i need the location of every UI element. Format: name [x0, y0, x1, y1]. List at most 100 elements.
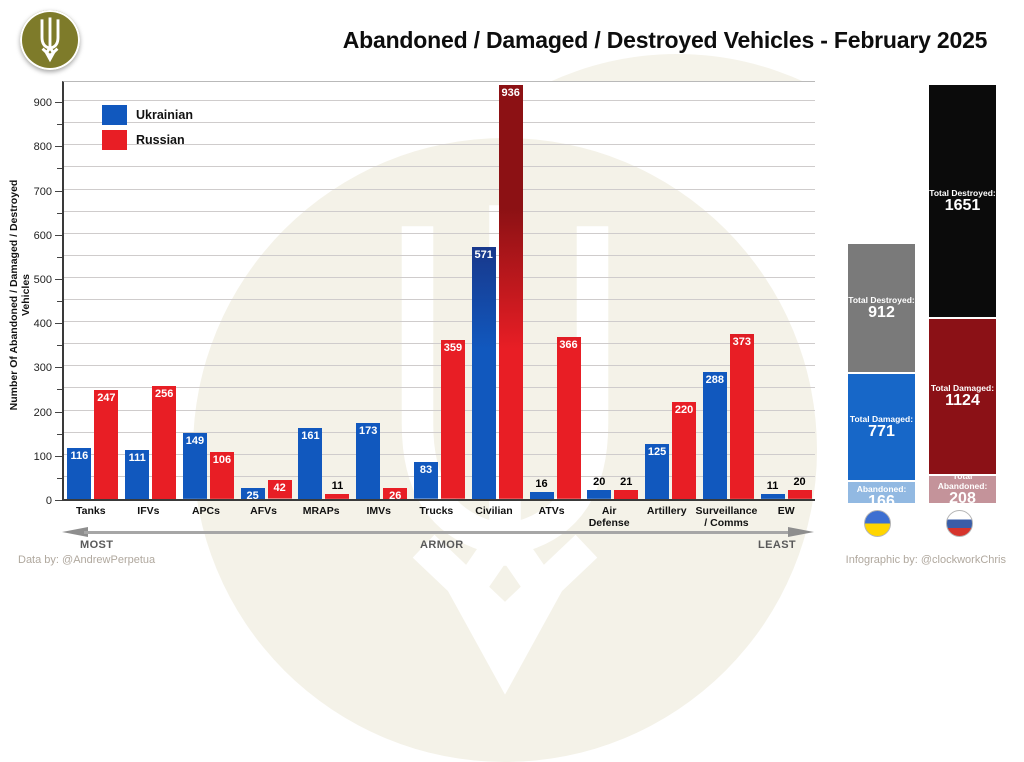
bar-russian: 247	[94, 389, 119, 499]
total-segment: Total Damaged: 1124	[929, 316, 996, 474]
bar-value-label: 571	[474, 248, 493, 261]
bar-value-label: 21	[620, 475, 633, 488]
bar-russian: 936	[498, 85, 523, 499]
category-label: AFVs	[250, 505, 277, 517]
category-label: Artillery	[646, 505, 687, 517]
bar-ukrainian: 11	[760, 480, 785, 499]
bar-russian: 21	[614, 476, 639, 499]
y-tick	[55, 102, 62, 104]
y-tick	[57, 301, 62, 303]
category-group: 111 256	[122, 82, 180, 499]
legend-item-russian: Russian	[102, 130, 193, 150]
bar-value-label: 936	[501, 87, 520, 100]
bar-value-label: 288	[705, 373, 724, 386]
y-tick	[55, 500, 62, 501]
total-segment-value: 1124	[945, 392, 980, 410]
y-tick	[55, 190, 62, 192]
category-label: EW	[777, 505, 795, 517]
category-group: 16 366	[526, 82, 584, 499]
bar-value-label: 20	[593, 476, 606, 489]
bar-value-label: 106	[212, 454, 232, 467]
y-tick	[57, 168, 62, 170]
category-label: IFVs	[137, 505, 160, 517]
bar-ukrainian: 161	[298, 427, 323, 499]
y-tick-label: 200	[33, 406, 52, 419]
gridline	[64, 409, 815, 411]
totals-column-russian: Total Destroyed: 1651 Total Damaged: 1124 To…	[929, 85, 996, 503]
y-tick-label: 700	[33, 185, 52, 198]
total-segment-label: Total Abandoned:	[937, 473, 988, 492]
gridline	[64, 210, 815, 212]
bar-russian: 20	[787, 476, 812, 499]
bar-ukrainian: 116	[67, 447, 92, 499]
legend-label: Ukrainian	[136, 108, 193, 122]
y-tick	[57, 212, 62, 214]
bars-layer: 116 247 111 256 149 106 25 42 161 11 173 26 83 359 571…	[64, 82, 815, 502]
total-segment: Total Abandoned:166	[848, 479, 915, 503]
bar-russian: 11	[325, 480, 350, 499]
bar-russian: 256	[152, 385, 177, 499]
page-title: Abandoned / Damaged / Destroyed Vehicles…	[342, 27, 988, 53]
bar-value-label: 256	[154, 387, 174, 400]
bar-russian: 106	[209, 452, 234, 499]
total-segment-label: Total Destroyed:	[848, 294, 915, 305]
y-tick	[55, 367, 62, 369]
y-tick	[55, 323, 62, 325]
category-label: APCs	[191, 505, 220, 517]
gridline	[64, 122, 815, 124]
y-tick	[55, 411, 62, 413]
armor-spectrum-arrow	[62, 527, 814, 539]
category-group: 161 11	[295, 82, 353, 499]
bar-value-label: 149	[185, 435, 205, 448]
total-segment-label: Total Damaged:	[849, 413, 914, 424]
total-segment: Total Destroyed: 1651	[929, 85, 996, 317]
total-segment-label: Total Damaged:	[930, 383, 995, 394]
bar-ukrainian: 83	[413, 462, 438, 499]
russia-flag-icon	[946, 510, 973, 537]
total-segment-value: 1651	[944, 196, 981, 214]
bar-russian: 366	[556, 337, 581, 499]
bar-value-label: 247	[97, 391, 116, 404]
x-axis-category-labels: Tanks IFVs APCs AFVs MRAPs IMVs Trucks Civilian…	[62, 505, 815, 529]
y-tick	[57, 389, 62, 391]
trident-logo-icon	[20, 10, 80, 70]
arrow-label-armor: ARMOR	[420, 539, 464, 551]
gridline	[64, 321, 815, 323]
bar-russian: 359	[440, 340, 465, 499]
total-segment-value: 912	[868, 303, 895, 321]
bar-value-label: 25	[246, 489, 259, 502]
category-group: 116 247	[64, 82, 122, 499]
gridline	[64, 100, 815, 102]
category-group: 288 373	[699, 82, 757, 499]
category-label: IMVs	[366, 505, 392, 517]
bar-value-label: 161	[301, 429, 320, 442]
bar-ukrainian: 288	[702, 371, 727, 499]
y-tick-label: 500	[33, 273, 52, 286]
y-tick-label: 0	[45, 495, 52, 507]
gridline	[64, 144, 815, 146]
y-tick-label: 100	[33, 450, 52, 463]
category-group: 83 359	[411, 82, 469, 499]
bar-ukrainian: 571	[471, 246, 496, 499]
category-label: Tanks	[76, 505, 106, 517]
category-label: Surveillance / Comms	[695, 505, 758, 530]
gridline	[64, 232, 815, 234]
y-tick-label: 300	[33, 362, 52, 375]
bar-value-label: 373	[732, 336, 751, 349]
total-segment-value: 208	[949, 490, 976, 503]
bar-russian: 26	[383, 487, 408, 502]
bar-value-label: 359	[443, 342, 463, 355]
gridline	[64, 387, 815, 389]
bar-value-label: 83	[419, 464, 433, 477]
y-tick-label: 800	[33, 141, 52, 154]
y-tick	[55, 234, 62, 236]
category-label: Air Defense	[588, 505, 630, 530]
gridline	[64, 365, 815, 367]
gridline	[64, 166, 815, 168]
category-group: 173 26	[353, 82, 411, 502]
category-label: Trucks	[419, 505, 454, 517]
bar-ukrainian: 149	[182, 433, 207, 499]
y-tick	[55, 146, 62, 148]
bar-ukrainian: 20	[587, 476, 612, 499]
